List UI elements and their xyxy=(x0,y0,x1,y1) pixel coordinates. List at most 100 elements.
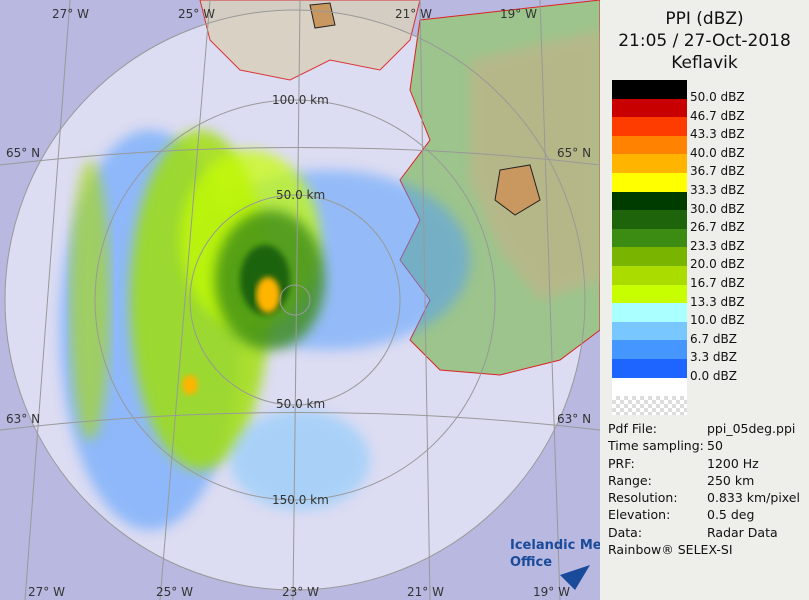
legend-row: 40.0 dBZ xyxy=(612,135,745,160)
legend-row: 10.0 dBZ xyxy=(612,303,745,327)
lat-label: 65° N xyxy=(557,146,591,160)
legend-label: 40.0 dBZ xyxy=(690,145,745,160)
info-value: Radar Data xyxy=(707,524,778,540)
lon-label: 23° W xyxy=(282,585,319,599)
lon-label: 25° W xyxy=(178,7,215,21)
legend-row: 0.0 dBZ xyxy=(612,358,737,383)
legend-label: 3.3 dBZ xyxy=(690,350,737,365)
legend-swatch xyxy=(612,396,687,415)
lon-label: 25° W xyxy=(156,585,193,599)
legend-swatch xyxy=(612,228,687,248)
info-row: Data: Radar Data xyxy=(608,525,800,542)
lon-label: 27° W xyxy=(52,7,89,21)
legend-row: 46.7 dBZ xyxy=(612,98,745,123)
grid xyxy=(0,0,600,600)
legend-swatch xyxy=(612,284,687,304)
legend-swatch xyxy=(612,377,687,397)
legend-swatch xyxy=(612,340,687,359)
legend-label: 0.0 dBZ xyxy=(690,368,737,383)
credit: Rainbow® SELEX-SI xyxy=(608,542,733,558)
legend-row: 26.7 dBZ xyxy=(612,210,745,234)
legend-swatch xyxy=(612,80,687,99)
legend-swatch xyxy=(612,191,687,211)
info-value: 0.833 km/pixel xyxy=(707,490,800,506)
legend-label: 6.7 dBZ xyxy=(690,331,737,346)
legend-label: 43.3 dBZ xyxy=(690,127,745,142)
logo-text: Icelandic Met xyxy=(510,538,600,553)
legend-row: 50.0 dBZ xyxy=(612,80,745,104)
legend-label: 30.0 dBZ xyxy=(690,201,745,216)
legend-label: 20.0 dBZ xyxy=(690,257,745,272)
info-key: Range: xyxy=(608,472,652,488)
legend-swatch xyxy=(612,358,687,378)
info-value: 50 xyxy=(707,438,723,454)
range-label: 150.0 km xyxy=(272,493,329,507)
logo-mark xyxy=(560,565,590,590)
legend-swatch xyxy=(612,303,687,322)
legend-swatch xyxy=(612,117,687,136)
legend-swatch xyxy=(612,135,687,155)
range-label: 50.0 km xyxy=(276,397,325,411)
info-row: Range: 250 km xyxy=(608,473,800,490)
lon-label: 19° W xyxy=(533,585,570,599)
range-label: 100.0 km xyxy=(272,93,329,107)
legend-row: 36.7 dBZ xyxy=(612,154,745,178)
info-key: PRF: xyxy=(608,455,635,471)
legend-swatch xyxy=(612,154,687,173)
info-value: 0.5 deg xyxy=(707,507,755,523)
legend-swatch xyxy=(612,98,687,118)
legend-row: 23.3 dBZ xyxy=(612,228,745,253)
legend-swatch xyxy=(612,265,687,285)
info-row: Elevation: 0.5 deg xyxy=(608,507,800,524)
legend-label: 36.7 dBZ xyxy=(690,164,745,179)
info-value: ppi_05deg.ppi xyxy=(707,421,796,436)
legend-swatch xyxy=(612,247,687,266)
info-key: Pdf File: xyxy=(608,421,657,436)
info-value: 1200 Hz xyxy=(707,455,759,471)
legend-row: 3.3 dBZ xyxy=(612,340,737,364)
legend-swatch xyxy=(612,172,687,192)
lat-label: 65° N xyxy=(6,146,40,160)
info-key: Data: xyxy=(608,524,643,540)
title: PPI (dBZ) xyxy=(665,9,744,29)
info-key: Time sampling: xyxy=(608,438,704,454)
legend-label: 50.0 dBZ xyxy=(690,90,745,104)
info-row: Pdf File: ppi_05deg.ppi xyxy=(608,421,800,438)
info-row: Time sampling: 50 xyxy=(608,438,800,455)
info-row: PRF: 1200 Hz xyxy=(608,456,800,473)
legend-row: 16.7 dBZ xyxy=(612,265,745,290)
legend-label: 16.7 dBZ xyxy=(690,275,745,290)
range-label: 50.0 km xyxy=(276,188,325,202)
logo: Icelandic Met Office xyxy=(510,538,600,590)
legend-label: 23.3 dBZ xyxy=(690,238,745,253)
logo-text: Office xyxy=(510,555,552,570)
legend-label: 13.3 dBZ xyxy=(690,294,745,309)
legend-row: 20.0 dBZ xyxy=(612,247,745,271)
info-value: 250 km xyxy=(707,472,755,488)
legend-swatch xyxy=(612,210,687,229)
map-labels: 27° W 25° W 21° W 19° W 27° W 25° W 23° … xyxy=(6,7,591,599)
lat-label: 63° N xyxy=(557,412,591,426)
legend-label: 26.7 dBZ xyxy=(690,220,745,235)
legend-row: 43.3 dBZ xyxy=(612,117,745,141)
legend-row: 33.3 dBZ xyxy=(612,172,745,197)
info-key: Elevation: xyxy=(608,507,671,523)
lon-label: 21° W xyxy=(407,585,444,599)
legend-label: 33.3 dBZ xyxy=(690,182,745,197)
legend-row: 13.3 dBZ xyxy=(612,284,745,309)
legend: 50.0 dBZ 46.7 dBZ 43.3 dBZ 40.0 dBZ 36.7 dBZ… xyxy=(612,80,745,415)
legend-swatch xyxy=(612,321,687,341)
lon-label: 19° W xyxy=(500,7,537,21)
legend-label: 46.7 dBZ xyxy=(690,108,745,123)
time: 21:05 / 27-Oct-2018 xyxy=(618,31,791,51)
radar-map: 27° W 25° W 21° W 19° W 27° W 25° W 23° … xyxy=(0,0,600,600)
legend-row: 30.0 dBZ xyxy=(612,191,745,216)
legend-row: 6.7 dBZ xyxy=(612,321,737,346)
info-row: Resolution: 0.833 km/pixel xyxy=(608,490,800,507)
lat-label: 63° N xyxy=(6,412,40,426)
lon-label: 21° W xyxy=(395,7,432,21)
side-panel: PPI (dBZ) 21:05 / 27-Oct-2018 Keflavik 5… xyxy=(600,0,809,600)
lon-label: 27° W xyxy=(28,585,65,599)
legend-label: 10.0 dBZ xyxy=(690,313,745,328)
